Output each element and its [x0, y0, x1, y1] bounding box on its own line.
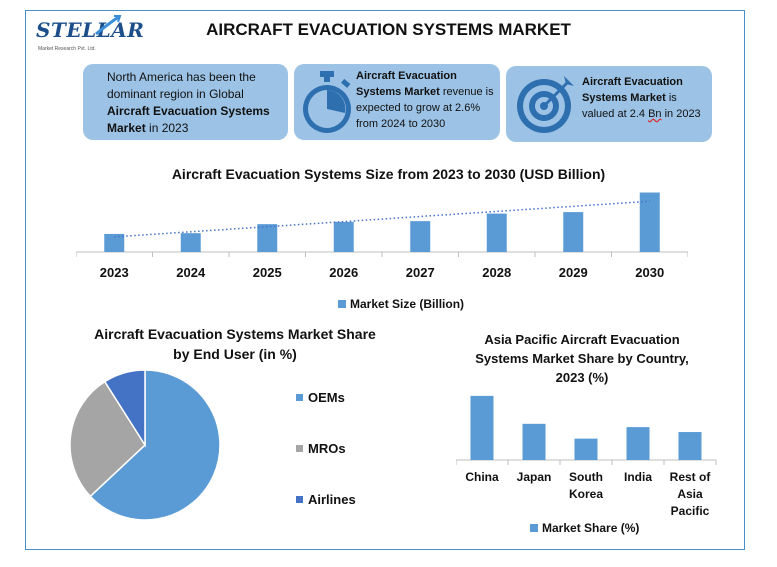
x-tick-label: 2027 — [406, 265, 435, 280]
info-card-region: North America has been the dominant regi… — [83, 64, 288, 140]
x-tick-label: 2030 — [635, 265, 664, 280]
infographic-frame — [25, 10, 745, 550]
x-tick-label: 2029 — [559, 265, 588, 280]
trend-line — [114, 200, 650, 238]
end-user-pie-chart — [69, 369, 221, 521]
legend-label: OEMs — [308, 389, 345, 405]
x-tick-label: Japan — [517, 470, 552, 484]
card3-bold: Aircraft Evacuation Systems Market — [582, 76, 683, 104]
bar-2027 — [410, 221, 431, 252]
x-tick-label: Rest of Asia Pacific — [670, 470, 712, 518]
pie-legend: OEMs MROs Airlines — [296, 388, 356, 541]
apac-chart-legend: Market Share (%) — [530, 521, 639, 535]
legend-swatch — [296, 495, 303, 503]
x-tick-label: 2024 — [176, 265, 206, 280]
bar-2028 — [486, 213, 507, 252]
card2-text: Aircraft Evacuation Systems Market reven… — [356, 68, 496, 132]
legend-swatch — [296, 444, 303, 452]
card1-bold: Aircraft Evacuation Systems Market — [107, 104, 270, 135]
x-tick-label: India — [624, 470, 652, 484]
info-card-value: Aircraft Evacuation Systems Market is va… — [506, 66, 712, 142]
bar-2030 — [639, 192, 660, 252]
pie-legend-item: MROs — [296, 439, 356, 457]
card2-text-end: revenue is expected to grow at 2.6% from… — [356, 86, 494, 130]
bar-2026 — [333, 221, 354, 252]
bar-South Korea — [574, 438, 598, 460]
bar-2023 — [104, 233, 125, 252]
x-tick-label: 2028 — [482, 265, 511, 280]
card1-text-end: in 2023 — [145, 121, 189, 135]
apac-chart-title: Asia Pacific Aircraft Evacuation Systems… — [475, 332, 689, 385]
stopwatch-icon — [303, 71, 351, 133]
x-tick-label: South Korea — [569, 470, 603, 501]
legend-swatch — [296, 393, 303, 401]
bar-India — [626, 427, 650, 460]
pie-chart-title: Aircraft Evacuation Systems Market Share… — [94, 326, 376, 362]
card1-text: North America has been the dominant regi… — [107, 70, 256, 101]
size-chart-title: Aircraft Evacuation Systems Size from 20… — [171, 166, 606, 182]
card3-text-end: in 2023 — [661, 108, 701, 120]
legend-label: Airlines — [308, 491, 356, 507]
target-icon — [517, 76, 574, 133]
pie-slice-OEMs — [89, 369, 221, 521]
logo-swoosh-icon — [95, 14, 122, 36]
info-card-growth: Aircraft Evacuation Systems Market reven… — [294, 64, 500, 140]
legend-label: Market Size (Billion) — [350, 297, 465, 311]
stellar-logo: STELLAR Market Research Pvt. Ltd. — [36, 14, 144, 58]
logo-subtitle: Market Research Pvt. Ltd. — [38, 46, 96, 52]
x-tick-label: 2025 — [253, 265, 282, 280]
bar-Rest of Asia Pacific — [678, 432, 702, 460]
bar-2025 — [257, 224, 278, 252]
x-tick-label: China — [465, 470, 499, 484]
legend-swatch — [530, 524, 538, 532]
card3-text-mid: is valued at 2.4 — [582, 92, 677, 120]
apac-bar-chart: China Japan South Korea India Rest of Asia Paci… — [456, 395, 717, 518]
size-bar-chart: 2023 2024 2025 2026 2027 2028 2029 2030 — [76, 192, 688, 280]
legend-swatch — [338, 300, 346, 308]
bar-Japan — [522, 423, 546, 460]
pie-slice-MROs — [69, 380, 146, 498]
legend-label: Market Share (%) — [542, 521, 640, 535]
page-title: AIRCRAFT EVACUATION SYSTEMS MARKET — [206, 20, 571, 39]
pie-slice-Airlines — [103, 369, 146, 448]
card3-text: Aircraft Evacuation Systems Market is va… — [582, 74, 708, 122]
x-tick-label: 2026 — [329, 265, 358, 280]
x-tick-label: 2023 — [100, 265, 129, 280]
legend-label: MROs — [308, 440, 346, 456]
card2-bold: Aircraft Evacuation Systems Market — [356, 70, 457, 98]
pie-legend-item: Airlines — [296, 490, 356, 508]
card3-unit: Bn — [648, 108, 662, 120]
logo-text: STELLAR — [36, 18, 145, 42]
size-chart-legend: Market Size (Billion) — [338, 297, 464, 311]
bar-China — [470, 395, 494, 460]
bar-2029 — [563, 212, 584, 252]
bar-2024 — [180, 233, 201, 252]
pie-legend-item: OEMs — [296, 388, 356, 406]
